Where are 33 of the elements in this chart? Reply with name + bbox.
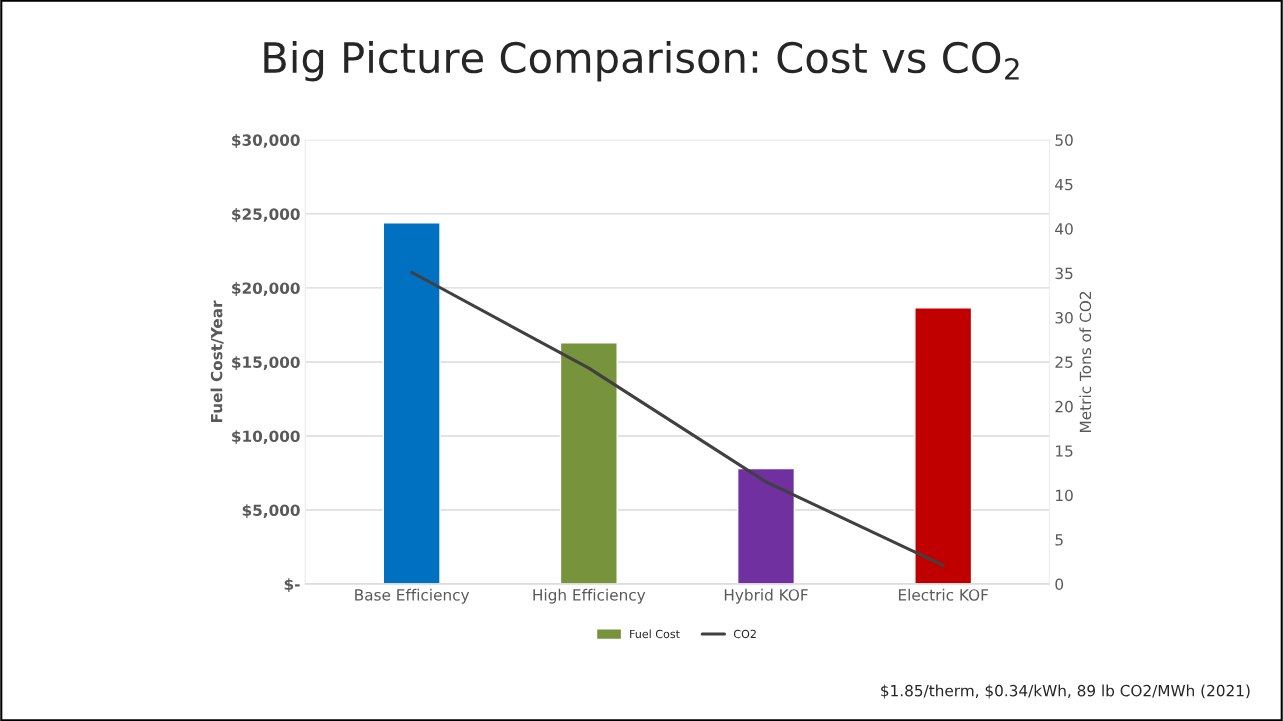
y2-tick-label: 0: [1055, 578, 1064, 591]
text: $1.85/therm, $0.34/kWh, 89 lb CO2/MWh (2021): [881, 684, 1250, 699]
x-tick-label: High Efficiency: [533, 588, 646, 604]
y2-tick-label: 25: [1055, 356, 1073, 368]
x-tick-label: Electric KOF: [898, 588, 989, 601]
y2-tick-label: 10: [1056, 489, 1073, 502]
x-tick-label: Hybrid KOF: [724, 588, 808, 604]
y2-tick-label: 5: [1055, 534, 1063, 546]
y-tick-label: $5,000: [242, 504, 300, 519]
y-axis-title: Fuel Cost/Year: [210, 300, 224, 423]
y-tick-label: $10,000: [232, 430, 300, 445]
y-tick-label: $-: [284, 578, 300, 593]
bar: [736, 467, 796, 585]
bar: [914, 307, 973, 585]
line-series: [410, 270, 945, 567]
y2-axis-title: Metric Tons of CO2: [1079, 292, 1092, 432]
y2-tick-label: 20: [1055, 400, 1073, 413]
y-tick-label: $25,000: [232, 208, 300, 222]
x-tick-label: Base Efficiency: [355, 588, 470, 604]
legend-label: CO2: [733, 629, 756, 639]
y2-tick-label: 30: [1055, 311, 1073, 324]
y2-tick-label: 35: [1055, 267, 1073, 280]
chart-title: Big Picture Comparison: Cost vs CO$_{2}$: [264, 41, 1019, 82]
bar: [382, 222, 441, 585]
legend-label: Fuel Cost: [630, 629, 680, 639]
y2-tick-label: 15: [1056, 445, 1073, 457]
y-tick-label: $20,000: [232, 282, 300, 296]
y2-tick-label: 40: [1055, 223, 1073, 235]
y-tick-label: $30,000: [232, 134, 300, 148]
y-tick-label: $15,000: [232, 356, 300, 370]
y2-tick-label: 50: [1055, 134, 1073, 146]
y2-tick-label: 45: [1055, 178, 1073, 191]
bar: [559, 342, 618, 585]
